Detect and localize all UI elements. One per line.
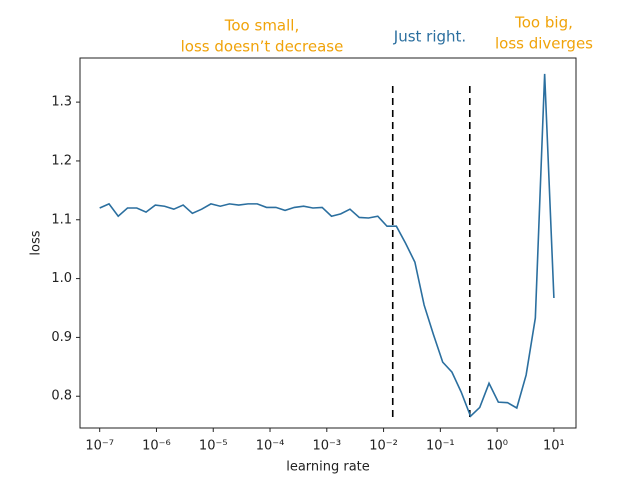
y-tick-label: 0.9: [51, 330, 72, 345]
y-tick-label: 1.1: [51, 212, 72, 227]
x-tick-label: 10⁻⁵: [199, 439, 228, 454]
x-tick-label: 10⁻⁴: [256, 439, 285, 454]
annotation: loss diverges: [495, 35, 593, 53]
loss-line: [99, 73, 555, 418]
y-axis-label: loss: [29, 230, 44, 255]
x-tick-label: 10⁻⁶: [142, 439, 171, 454]
x-tick-label: 10⁻¹: [426, 439, 455, 454]
annotation: Too small,: [224, 17, 299, 35]
annotation: loss doesn’t decrease: [181, 38, 344, 56]
y-tick-label: 1.0: [51, 271, 72, 286]
x-tick-label: 10⁻⁷: [85, 439, 114, 454]
x-axis-label: learning rate: [286, 460, 370, 475]
plot-frame: [79, 57, 577, 429]
y-tick-label: 1.3: [51, 95, 72, 110]
x-tick-label: 10⁰: [486, 439, 508, 454]
x-tick-label: 10⁻³: [312, 439, 341, 454]
annotation: Too big,: [514, 14, 573, 32]
annotation: Just right.: [393, 28, 466, 46]
x-tick-label: 10¹: [543, 439, 565, 454]
y-tick-label: 0.8: [51, 389, 72, 404]
x-tick-label: 10⁻²: [369, 439, 398, 454]
y-tick-label: 1.2: [51, 153, 72, 168]
